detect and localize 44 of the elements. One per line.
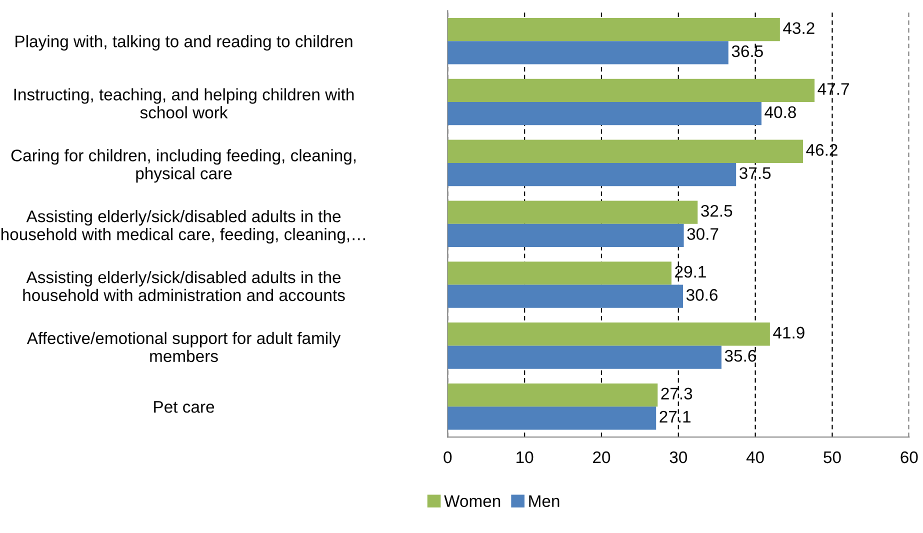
bar — [448, 346, 722, 369]
bar — [448, 140, 804, 163]
data-label: 37.5 — [740, 167, 771, 179]
bar — [448, 162, 736, 186]
data-label: 30.6 — [686, 289, 718, 301]
data-label: 30.7 — [687, 228, 718, 240]
x-tick-label: 10 — [516, 451, 534, 464]
bar — [448, 262, 672, 285]
bar — [448, 200, 698, 224]
data-label: 27.1 — [660, 410, 690, 422]
bar — [448, 41, 728, 64]
x-tick-label: 50 — [824, 451, 841, 464]
data-label: 47.7 — [818, 83, 849, 95]
bar — [448, 224, 684, 248]
data-label: 29.1 — [675, 266, 706, 278]
x-tick-label: 30 — [670, 451, 688, 464]
bar — [448, 78, 815, 102]
bar — [448, 383, 658, 407]
y-tick-label: Playing with, talking to and reading to children — [16, 35, 352, 51]
data-label: 41.9 — [773, 326, 804, 339]
data-label: 35.6 — [724, 350, 756, 362]
bar — [448, 284, 684, 308]
x-tick-label: 60 — [900, 451, 918, 464]
y-tick-label: Instructing, teaching, and helping children with school work — [14, 88, 354, 118]
y-tick-label: Pet care — [154, 401, 214, 413]
y-tick-label: Affective/emotional support for adult family members — [26, 332, 341, 362]
bar — [448, 406, 656, 430]
y-tick-label: Assisting elderly/sick/disabled adults in the household with medical care, feeding, cleaning,… — [1, 210, 365, 244]
x-tick-label: 0 — [444, 451, 452, 464]
bar — [448, 322, 770, 346]
data-label: 43.2 — [783, 22, 814, 34]
bar — [448, 18, 780, 42]
y-tick-label: Assisting elderly/sick/disabled adults in the household with administration and accounts — [23, 270, 345, 302]
data-label: 32.5 — [701, 204, 732, 217]
x-tick-label: 40 — [746, 451, 764, 464]
data-label: 46.2 — [806, 144, 838, 156]
data-label: 36.5 — [732, 45, 763, 58]
legend-label: Women — [444, 495, 500, 508]
x-tick-label: 20 — [593, 451, 610, 464]
legend-label: Men — [529, 495, 560, 508]
data-label: 27.3 — [661, 388, 692, 400]
data-label: 40.8 — [764, 106, 796, 118]
y-tick-label: Caring for children, including feeding, cleaning, physical care — [11, 149, 356, 183]
bar — [448, 102, 762, 126]
